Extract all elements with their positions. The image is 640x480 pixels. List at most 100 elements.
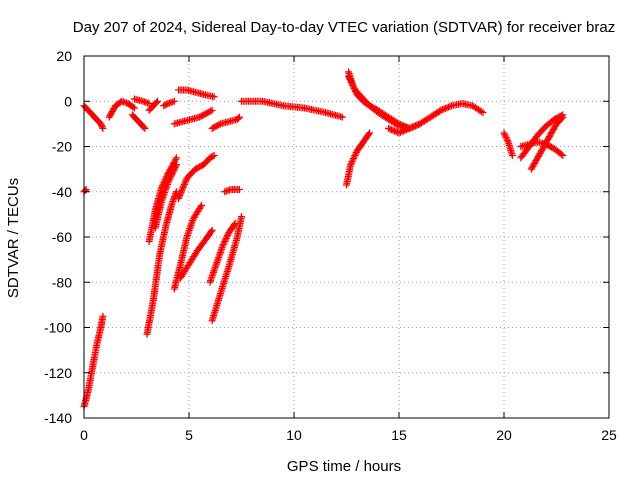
data-point — [168, 170, 176, 178]
y-tick-label: -60 — [52, 229, 72, 245]
y-tick-label: -120 — [44, 365, 72, 381]
data-point — [502, 133, 510, 141]
data-point — [224, 231, 231, 239]
series-pass-r — [208, 213, 245, 325]
data-point — [182, 177, 190, 185]
data-point — [397, 128, 404, 136]
x-axis-label: GPS time / hours — [287, 458, 401, 475]
data-point — [207, 107, 215, 115]
y-tick-label: 0 — [64, 93, 72, 109]
data-point — [140, 123, 148, 131]
data-point — [176, 190, 184, 198]
data-point — [181, 179, 189, 187]
data-point — [401, 126, 409, 134]
x-tick-label: 0 — [80, 427, 88, 443]
data-point — [175, 195, 182, 203]
data-point — [413, 121, 421, 129]
data-point — [169, 168, 177, 176]
data-point — [350, 153, 358, 161]
data-point — [347, 161, 355, 169]
data-point — [167, 173, 175, 181]
data-point — [221, 236, 229, 244]
data-point — [215, 121, 223, 129]
data-point — [171, 157, 179, 165]
data-point — [443, 104, 451, 112]
data-point — [347, 78, 355, 86]
data-point — [400, 127, 407, 135]
data-point — [347, 77, 355, 85]
series-pass-u — [238, 97, 346, 121]
data-point — [165, 176, 173, 184]
data-point — [166, 174, 174, 182]
series-pass-z — [500, 129, 516, 160]
data-point — [223, 233, 231, 241]
data-point — [410, 122, 418, 130]
series-pass-q — [206, 219, 239, 286]
data-point — [98, 121, 105, 129]
data-point — [130, 104, 138, 112]
data-point — [168, 171, 175, 179]
data-point — [478, 108, 485, 116]
data-point — [234, 114, 242, 122]
data-point — [197, 203, 205, 211]
series-pass-g — [145, 97, 161, 114]
data-point — [403, 126, 410, 134]
data-point — [99, 124, 107, 132]
data-point — [442, 104, 449, 112]
data-point — [415, 121, 422, 129]
data-point — [446, 102, 454, 110]
series-pass-e — [128, 111, 149, 132]
data-points — [80, 68, 567, 411]
data-point — [178, 187, 186, 195]
data-point — [235, 113, 243, 121]
series-pass-j — [151, 161, 180, 232]
data-point — [385, 124, 392, 132]
data-point — [210, 93, 218, 101]
x-tick-label: 20 — [496, 427, 512, 443]
data-point — [436, 107, 443, 115]
data-point — [409, 123, 416, 131]
data-point — [558, 114, 566, 122]
data-point — [345, 72, 353, 80]
series-pass-a — [80, 312, 107, 411]
data-point — [235, 185, 243, 193]
data-point — [439, 106, 446, 114]
data-point — [395, 129, 403, 137]
data-point — [145, 100, 153, 108]
data-point — [504, 136, 511, 144]
data-point — [180, 180, 188, 188]
y-tick-label: -20 — [52, 139, 72, 155]
series-pass-x — [345, 72, 487, 132]
series-pass-w — [345, 68, 413, 132]
data-point — [407, 124, 415, 132]
y-tick-label: -140 — [44, 410, 72, 426]
y-axis-label: SDTVAR / TECUs — [5, 178, 22, 298]
data-point — [198, 201, 206, 209]
series-pass-m — [170, 106, 216, 128]
data-point — [338, 113, 346, 121]
data-point — [180, 182, 188, 190]
data-point — [165, 177, 173, 185]
data-point — [345, 74, 353, 82]
data-point — [221, 238, 229, 246]
series-pass-t — [221, 185, 243, 196]
x-tick-label: 25 — [601, 427, 617, 443]
data-point — [389, 126, 397, 134]
data-point — [219, 241, 227, 249]
data-point — [348, 80, 356, 88]
data-point — [208, 226, 216, 234]
data-point — [238, 213, 245, 221]
data-point — [346, 75, 354, 83]
data-point — [348, 158, 356, 166]
series-pass-l — [170, 201, 206, 293]
data-point — [386, 125, 394, 133]
data-point — [178, 185, 186, 193]
series-pass-h — [143, 188, 180, 338]
data-point — [349, 156, 357, 164]
y-tick-label: -40 — [52, 184, 72, 200]
series-pass-y — [385, 106, 445, 137]
data-point — [350, 83, 357, 91]
data-point — [164, 179, 172, 187]
data-point — [445, 103, 452, 111]
